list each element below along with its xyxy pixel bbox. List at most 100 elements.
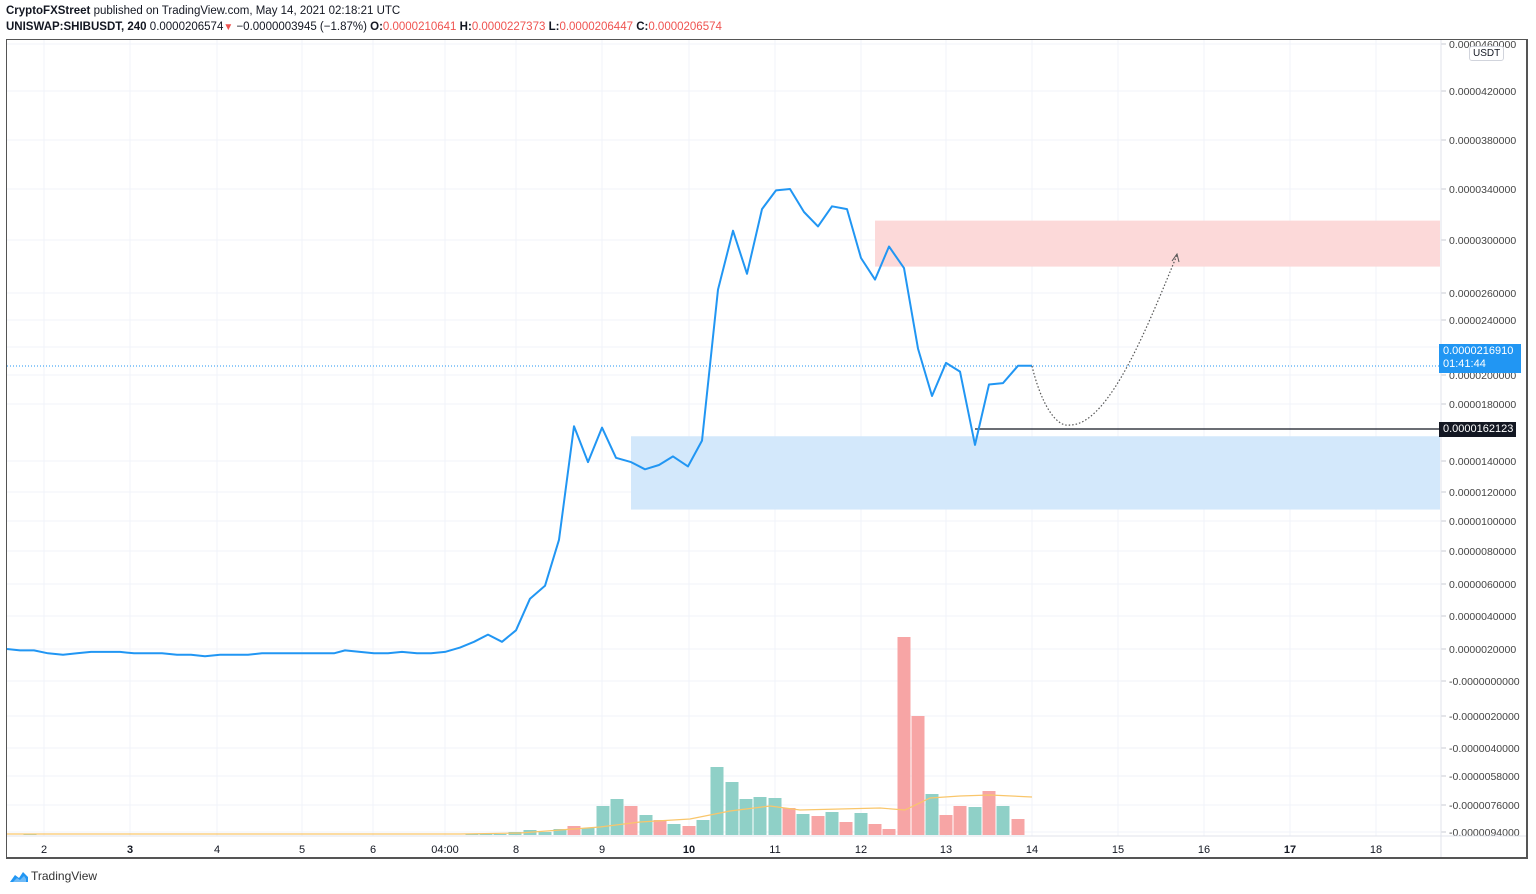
arrow-head-icon	[1171, 252, 1180, 263]
price-tick-label: 0.0000260000	[1449, 288, 1516, 300]
published-text: published on TradingView.com, May 14, 20…	[93, 5, 401, 17]
price-tick-label: -0.0000000000	[1449, 676, 1520, 688]
ohlc-line: UNISWAP:SHIBUSDT, 240 0.0000206574▼ −0.0…	[6, 19, 722, 35]
zones	[631, 220, 1440, 510]
low-value: 0.0000206447	[559, 21, 633, 33]
time-tick-label: 5	[299, 844, 305, 856]
high-label: H:	[459, 21, 472, 33]
volume-bar	[710, 767, 724, 835]
volume-bar	[796, 814, 810, 835]
price-line[interactable]	[6, 188, 1032, 658]
time-tick-label: 3	[127, 844, 133, 856]
price-tick-label: -0.0000040000	[1449, 743, 1520, 755]
volume-bar	[839, 822, 853, 835]
countdown-value: 01:41:44	[1443, 358, 1486, 370]
open-value: 0.0000210641	[382, 21, 457, 33]
volume-bar	[854, 813, 868, 835]
time-tick-label: 11	[769, 844, 780, 856]
tradingview-logo-icon	[10, 872, 28, 882]
price-tick-label: 0.0000040000	[1449, 611, 1516, 623]
chart-header: CryptoFXStreet published on TradingView.…	[6, 3, 722, 35]
time-tick-label: 17	[1284, 844, 1296, 856]
time-tick-label: 13	[940, 844, 952, 856]
volume-bar	[538, 832, 552, 835]
volume-bar	[639, 815, 653, 835]
time-tick-label: 6	[370, 844, 376, 856]
chart-frame	[6, 39, 1528, 859]
price-tick-label: 0.0000080000	[1449, 546, 1516, 558]
open-label: O:	[370, 21, 383, 33]
volume-bar	[996, 806, 1010, 835]
volume-ma-line	[7, 794, 1033, 835]
current-price-label: 0.0000216910 01:41:44	[1439, 344, 1521, 373]
price-tick-label: 0.0000380000	[1449, 135, 1516, 147]
price-tick-label: 0.0000020000	[1449, 644, 1516, 656]
time-tick-label: 14	[1026, 844, 1038, 856]
volume-bars	[23, 637, 1025, 835]
currency-badge[interactable]: USDT	[1469, 46, 1505, 61]
volume-bar	[725, 782, 739, 835]
volume-bar	[882, 829, 896, 835]
price-tick-label: 0.0000100000	[1449, 516, 1516, 528]
price-tick-label: 0.0000140000	[1449, 456, 1516, 468]
resistance-zone[interactable]	[875, 220, 1440, 267]
volume-bar	[925, 794, 939, 835]
volume-bar	[596, 806, 610, 835]
volume-bar	[567, 826, 581, 835]
volume-bar	[982, 791, 996, 835]
time-axis[interactable]: 2 3 4 5 6 04:00 8 9 10 11 12 13 14 15 16 17 18	[41, 844, 1382, 856]
price-tick-label: -0.0000020000	[1449, 711, 1520, 723]
time-tick-label: 10	[683, 844, 695, 856]
projection-arrow[interactable]	[1031, 254, 1178, 426]
price-tick-label: 0.0000420000	[1449, 86, 1516, 98]
time-tick-label: 4	[214, 844, 220, 856]
volume-bar	[968, 807, 982, 835]
price-tick-label: 0.0000120000	[1449, 487, 1516, 499]
volume-bar	[682, 826, 696, 835]
price-tick-label: 0.0000060000	[1449, 579, 1516, 591]
volume-bar	[465, 834, 479, 835]
price-tick-label: 0.0000200000	[1449, 370, 1516, 382]
volume-bar	[696, 820, 710, 835]
symbol-label[interactable]: UNISWAP:SHIBUSDT, 240	[6, 21, 147, 33]
price-axis[interactable]: 0.00004600000.00004200000.00003800000.00…	[1441, 39, 1520, 839]
volume-bar	[953, 806, 967, 835]
low-label: L:	[548, 21, 560, 33]
time-tick-label: 12	[855, 844, 867, 856]
price-tick-label: 0.0000340000	[1449, 184, 1516, 196]
publish-line: CryptoFXStreet published on TradingView.…	[6, 3, 722, 19]
support-zone[interactable]	[631, 436, 1440, 510]
last-price: 0.0000206574	[149, 21, 224, 33]
tradingview-footer[interactable]: TradingView	[10, 869, 97, 883]
volume-bar	[782, 808, 796, 835]
volume-bar	[581, 828, 595, 835]
time-tick-label: 04:00	[431, 844, 459, 856]
volume-bar	[868, 824, 882, 835]
publisher-name[interactable]: CryptoFXStreet	[6, 5, 91, 17]
time-tick-label: 9	[599, 844, 605, 856]
down-arrow-icon: ▼	[223, 22, 234, 33]
current-price-value: 0.0000216910	[1443, 345, 1514, 357]
tradingview-brand: TradingView	[31, 869, 98, 883]
volume-bar	[479, 834, 493, 835]
volume-bar	[811, 816, 825, 835]
volume-bar	[493, 834, 507, 835]
support-price-label: 0.0000162123	[1439, 422, 1517, 437]
price-tick-label: -0.0000076000	[1449, 800, 1520, 812]
volume-bar	[667, 824, 681, 835]
volume-bar	[553, 829, 567, 835]
price-tick-label: 0.0000240000	[1449, 315, 1516, 327]
volume-bar	[624, 806, 638, 835]
volume-bar	[897, 637, 911, 835]
time-tick-label: 2	[41, 844, 47, 856]
price-tick-label: 0.0000300000	[1449, 235, 1516, 247]
volume-bar	[1011, 819, 1025, 835]
volume-bar	[653, 820, 667, 835]
time-tick-label: 16	[1198, 844, 1210, 856]
high-value: 0.0000227373	[471, 21, 546, 33]
close-label: C:	[636, 21, 649, 33]
volume-bar	[610, 799, 624, 835]
volume-bar	[939, 815, 953, 835]
close-value: 0.0000206574	[648, 21, 722, 33]
